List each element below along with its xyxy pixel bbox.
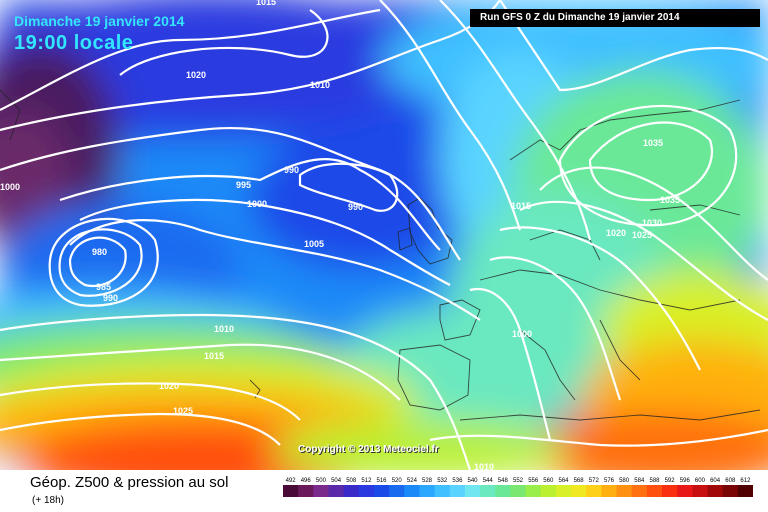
scale-label: 560 — [543, 478, 554, 484]
scale-label: 500 — [316, 478, 327, 484]
isobar-label: 990 — [284, 165, 299, 175]
isobar-label: 1005 — [304, 239, 324, 249]
isobar-label: 1020 — [159, 381, 179, 391]
scale-label: 600 — [695, 478, 706, 484]
scale-label: 508 — [346, 478, 357, 484]
scale-swatch — [328, 485, 345, 497]
scale-swatch — [692, 485, 709, 497]
isobar-label: 1000 — [247, 199, 267, 209]
isobar-label: 1035 — [660, 195, 680, 205]
scale-label: 504 — [331, 478, 342, 484]
isobar-label: 1000 — [512, 329, 532, 339]
scale-swatch — [358, 485, 375, 497]
scale-swatch — [722, 485, 739, 497]
scale-swatch — [677, 485, 693, 497]
scale-swatch — [586, 485, 602, 497]
isobar-label: 1020 — [186, 70, 206, 80]
isobar-label: 1010 — [310, 80, 330, 90]
scale-swatch — [298, 485, 314, 497]
scale-label: 564 — [558, 478, 569, 484]
isobar-label: 1035 — [643, 138, 663, 148]
isobar-label: 1015 — [256, 0, 276, 7]
scale-swatch — [419, 485, 436, 497]
scale-label: 524 — [407, 478, 418, 484]
scale-label: 568 — [574, 478, 585, 484]
scale-swatch — [631, 485, 648, 497]
isobar-label: 990 — [348, 202, 363, 212]
copyright-text: Copyright © 2013 Meteociel.fr — [298, 444, 439, 455]
isobars — [0, 0, 768, 470]
scale-swatch — [449, 485, 466, 497]
scale-label: 520 — [392, 478, 403, 484]
scale-swatch — [707, 485, 724, 497]
scale-swatch — [464, 485, 481, 497]
isobar-label: 1030 — [642, 218, 662, 228]
isobar-label: 1015 — [204, 351, 224, 361]
geopotential-field — [0, 0, 768, 470]
scale-label: 512 — [361, 478, 372, 484]
scale-label: 528 — [422, 478, 433, 484]
isobar-label: 1010 — [214, 324, 234, 334]
map-footer: Géop. Z500 & pression au sol (+ 18h) 492… — [0, 470, 768, 512]
isobar-label: 1015 — [511, 201, 531, 211]
color-scale-legend: 492 496 500 504 508 512 516 520 524 528 532 536 540 5… — [283, 478, 753, 497]
forecast-time: 19:00 locale — [14, 32, 134, 54]
scale-swatch — [283, 485, 299, 497]
scale-label: 556 — [528, 478, 539, 484]
scale-label: 596 — [680, 478, 691, 484]
scale-label: 516 — [376, 478, 387, 484]
scale-swatch — [495, 485, 511, 497]
scale-label: 544 — [483, 478, 494, 484]
scale-swatch — [343, 485, 360, 497]
forecast-offset: (+ 18h) — [32, 495, 64, 506]
scale-swatch — [737, 485, 753, 497]
scale-swatch — [404, 485, 420, 497]
scale-label: 604 — [710, 478, 721, 484]
isobar-label: 1000 — [0, 182, 20, 192]
scale-swatch — [646, 485, 663, 497]
pressure-map: 1015 1020 1010 1000 990 995 1000 990 100… — [0, 0, 768, 470]
scale-label: 588 — [649, 478, 660, 484]
scale-label: 496 — [301, 478, 312, 484]
scale-label: 540 — [467, 478, 478, 484]
map-title: Géop. Z500 & pression au sol — [30, 474, 229, 491]
scale-swatch — [540, 485, 557, 497]
isobar-labels: 1015 1020 1010 1000 990 995 1000 990 100… — [0, 0, 680, 470]
scale-swatch — [389, 485, 405, 497]
scale-swatch — [616, 485, 633, 497]
scale-label: 612 — [740, 478, 751, 484]
isobar-label: 1025 — [173, 406, 193, 416]
isobar-label: 1010 — [474, 462, 494, 470]
isobar-label: 1025 — [632, 230, 652, 240]
scale-label: 576 — [604, 478, 615, 484]
scale-label: 608 — [725, 478, 736, 484]
scale-label: 532 — [437, 478, 448, 484]
scale-swatch — [480, 485, 496, 497]
scale-swatch — [601, 485, 618, 497]
scale-swatch — [555, 485, 572, 497]
scale-swatch — [374, 485, 390, 497]
scale-swatch — [662, 485, 678, 497]
model-run-banner: Run GFS 0 Z du Dimanche 19 janvier 2014 — [470, 9, 760, 27]
scale-label: 548 — [498, 478, 509, 484]
scale-swatch — [434, 485, 451, 497]
scale-swatch — [313, 485, 329, 497]
scale-swatch — [510, 485, 527, 497]
scale-swatch — [571, 485, 587, 497]
forecast-date: Dimanche 19 janvier 2014 — [14, 13, 185, 29]
scale-label: 572 — [589, 478, 600, 484]
isobar-label: 980 — [92, 247, 107, 257]
scale-label: 552 — [513, 478, 524, 484]
isobar-label: 990 — [103, 293, 118, 303]
scale-label: 592 — [665, 478, 676, 484]
isobar-label: 985 — [96, 282, 111, 292]
scale-label: 580 — [619, 478, 630, 484]
scale-label: 584 — [634, 478, 645, 484]
isobar-label: 1020 — [606, 228, 626, 238]
scale-swatch — [525, 485, 542, 497]
scale-label: 536 — [452, 478, 463, 484]
isobar-label: 995 — [236, 180, 251, 190]
scale-label: 492 — [286, 478, 297, 484]
